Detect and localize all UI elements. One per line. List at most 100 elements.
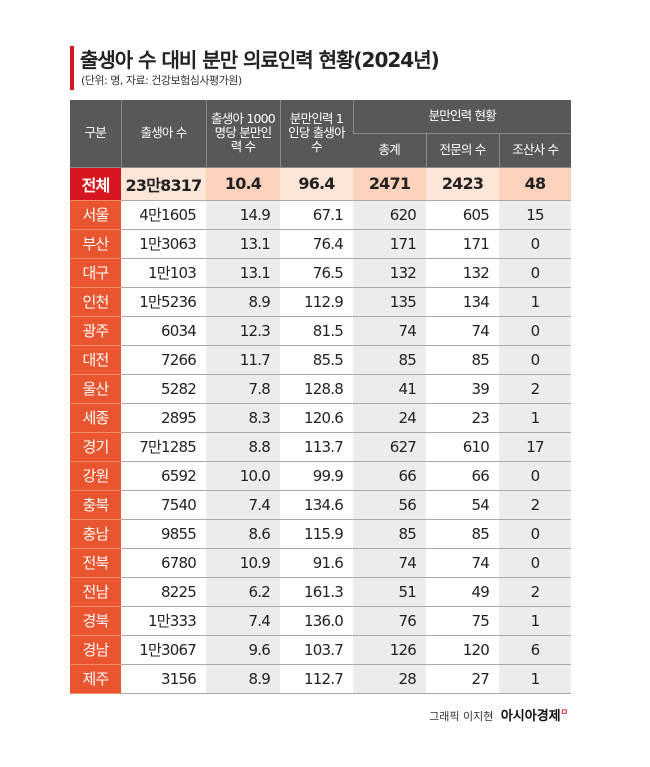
- value-cell: 2423: [426, 167, 499, 201]
- value-cell: 1: [499, 403, 571, 433]
- value-cell: 85: [353, 345, 426, 375]
- value-cell: 0: [499, 548, 571, 578]
- value-cell: 115.9: [280, 519, 353, 549]
- value-cell: 7540: [121, 490, 206, 520]
- region-cell: 부산: [70, 229, 121, 259]
- value-cell: 24: [353, 403, 426, 433]
- value-cell: 85: [353, 519, 426, 549]
- total-row: 전체 23만8317 10.4 96.4 2471 2423 48: [70, 167, 571, 201]
- value-cell: 7266: [121, 345, 206, 375]
- value-cell: 91.6: [280, 548, 353, 578]
- value-cell: 76: [353, 606, 426, 636]
- value-cell: 48: [499, 167, 571, 201]
- value-cell: 85: [426, 519, 499, 549]
- value-cell: 605: [426, 200, 499, 230]
- value-cell: 6780: [121, 548, 206, 578]
- value-cell: 12.3: [206, 316, 280, 346]
- table-row: 제주 3156 8.9 112.7 28 27 1: [70, 664, 571, 694]
- data-table: 구분 출생아 수 출생아 1000명당 분만인력 수 분만인력 1인당 출생아 …: [70, 100, 571, 694]
- region-cell: 광주: [70, 316, 121, 346]
- value-cell: 96.4: [280, 167, 353, 201]
- region-cell: 세종: [70, 403, 121, 433]
- value-cell: 8225: [121, 577, 206, 607]
- value-cell: 51: [353, 577, 426, 607]
- value-cell: 1만333: [121, 606, 206, 636]
- value-cell: 2: [499, 374, 571, 404]
- logo: 아시아경제ㅁ: [501, 707, 568, 724]
- value-cell: 1만3067: [121, 635, 206, 665]
- value-cell: 76.4: [280, 229, 353, 259]
- value-cell: 23: [426, 403, 499, 433]
- value-cell: 9855: [121, 519, 206, 549]
- value-cell: 2471: [353, 167, 426, 201]
- value-cell: 134: [426, 287, 499, 317]
- value-cell: 6034: [121, 316, 206, 346]
- value-cell: 1만3063: [121, 229, 206, 259]
- value-cell: 2: [499, 577, 571, 607]
- value-cell: 2895: [121, 403, 206, 433]
- header-group: 분만인력 현황: [352, 100, 571, 134]
- value-cell: 8.9: [206, 664, 280, 694]
- table-row: 세종 2895 8.3 120.6 24 23 1: [70, 403, 571, 433]
- region-cell: 경북: [70, 606, 121, 636]
- region-cell: 충북: [70, 490, 121, 520]
- value-cell: 120: [426, 635, 499, 665]
- value-cell: 67.1: [280, 200, 353, 230]
- value-cell: 620: [353, 200, 426, 230]
- value-cell: 56: [353, 490, 426, 520]
- value-cell: 0: [499, 519, 571, 549]
- value-cell: 0: [499, 229, 571, 259]
- region-cell: 경기: [70, 432, 121, 462]
- value-cell: 75: [426, 606, 499, 636]
- value-cell: 161.3: [280, 577, 353, 607]
- region-cell: 경남: [70, 635, 121, 665]
- region-cell: 전남: [70, 577, 121, 607]
- table-row: 인천 1만5236 8.9 112.9 135 134 1: [70, 287, 571, 317]
- value-cell: 8.6: [206, 519, 280, 549]
- value-cell: 2: [499, 490, 571, 520]
- value-cell: 14.9: [206, 200, 280, 230]
- value-cell: 13.1: [206, 258, 280, 288]
- value-cell: 85.5: [280, 345, 353, 375]
- value-cell: 81.5: [280, 316, 353, 346]
- value-cell: 10.0: [206, 461, 280, 491]
- region-cell: 전북: [70, 548, 121, 578]
- value-cell: 39: [426, 374, 499, 404]
- value-cell: 112.9: [280, 287, 353, 317]
- value-cell: 3156: [121, 664, 206, 694]
- value-cell: 74: [353, 548, 426, 578]
- value-cell: 113.7: [280, 432, 353, 462]
- header-per1000: 출생아 1000명당 분만인력 수: [205, 100, 280, 168]
- table-row: 대구 1만103 13.1 76.5 132 132 0: [70, 258, 571, 288]
- value-cell: 54: [426, 490, 499, 520]
- table-row: 서울 4만1605 14.9 67.1 620 605 15: [70, 200, 571, 230]
- value-cell: 9.6: [206, 635, 280, 665]
- value-cell: 120.6: [280, 403, 353, 433]
- header-total: 총계: [353, 133, 426, 168]
- value-cell: 27: [426, 664, 499, 694]
- region-cell: 울산: [70, 374, 121, 404]
- value-cell: 132: [353, 258, 426, 288]
- value-cell: 0: [499, 258, 571, 288]
- value-cell: 0: [499, 461, 571, 491]
- value-cell: 49: [426, 577, 499, 607]
- value-cell: 76.5: [280, 258, 353, 288]
- table-row: 경남 1만3067 9.6 103.7 126 120 6: [70, 635, 571, 665]
- table-row: 경기 7만1285 8.8 113.7 627 610 17: [70, 432, 571, 462]
- value-cell: 132: [426, 258, 499, 288]
- header-births: 출생아 수: [120, 100, 206, 168]
- logo-mark-icon: ㅁ: [560, 707, 568, 717]
- credit-text: 그래픽 이지현: [429, 710, 494, 723]
- value-cell: 11.7: [206, 345, 280, 375]
- value-cell: 0: [499, 345, 571, 375]
- value-cell: 7.4: [206, 606, 280, 636]
- header-specialists: 전문의 수: [425, 133, 499, 168]
- value-cell: 99.9: [280, 461, 353, 491]
- value-cell: 66: [426, 461, 499, 491]
- value-cell: 7만1285: [121, 432, 206, 462]
- table-row: 강원 6592 10.0 99.9 66 66 0: [70, 461, 571, 491]
- value-cell: 7.8: [206, 374, 280, 404]
- value-cell: 8.3: [206, 403, 280, 433]
- value-cell: 171: [353, 229, 426, 259]
- value-cell: 128.8: [280, 374, 353, 404]
